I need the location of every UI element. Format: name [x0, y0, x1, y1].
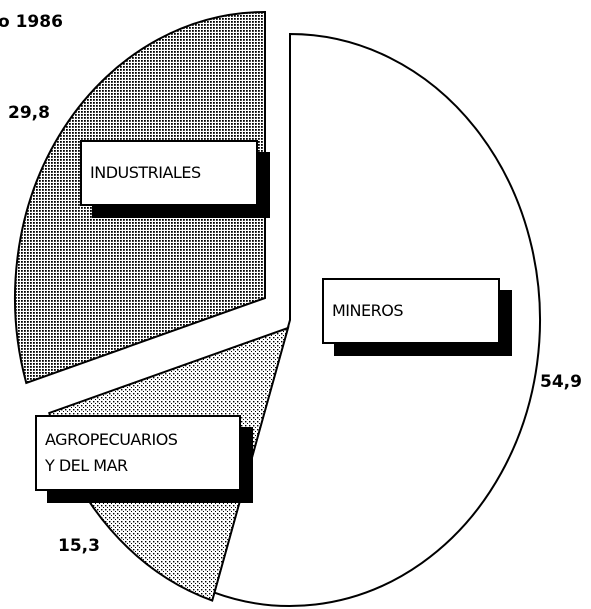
slice-label-box: MINEROS [322, 278, 500, 344]
chart-title: o 1986 [0, 12, 63, 32]
value-label: 54,9 [540, 372, 582, 392]
value-label: 15,3 [58, 536, 100, 556]
value-label: 29,8 [8, 103, 50, 123]
slice-label-box: INDUSTRIALES [80, 140, 258, 206]
slice-label-box: AGROPECUARIOS Y DEL MAR [35, 415, 241, 491]
